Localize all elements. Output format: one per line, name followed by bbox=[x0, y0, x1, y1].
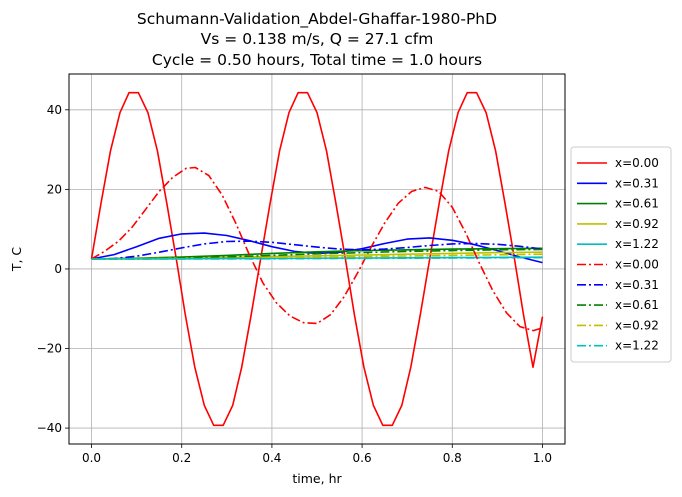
x-tick-label: 0.0 bbox=[82, 451, 101, 465]
axis-ticks: 0.0 0.2 0.4 0.6 0.8 1.0 −40 −20 0 20 40 bbox=[37, 103, 552, 465]
y-tick-label: −20 bbox=[37, 342, 62, 356]
legend-label: x=0.31 bbox=[615, 176, 659, 190]
legend-box bbox=[570, 146, 672, 363]
legend-label: x=0.61 bbox=[615, 298, 659, 312]
legend-label: x=0.92 bbox=[615, 318, 659, 332]
x-tick-label: 0.6 bbox=[353, 451, 372, 465]
series-line-9 bbox=[91, 256, 543, 260]
y-tick-label: 20 bbox=[47, 182, 62, 196]
legend-label: x=0.00 bbox=[615, 156, 659, 170]
x-tick-label: 1.0 bbox=[533, 451, 552, 465]
plot-frame bbox=[68, 73, 566, 445]
y-tick-label: 0 bbox=[54, 262, 62, 276]
legend-label: x=1.22 bbox=[615, 237, 659, 251]
chart-title-line-1: Schumann-Validation_Abdel-Ghaffar-1980-P… bbox=[137, 10, 497, 29]
series-line-6 bbox=[91, 240, 543, 260]
y-tick-label: −40 bbox=[37, 421, 62, 435]
legend: x=0.00 x=0.31 x=0.61 x=0.92 x=1.22 x=0.00 x=0.… bbox=[570, 146, 672, 363]
y-tick-label: 40 bbox=[47, 103, 62, 117]
grid bbox=[69, 74, 565, 444]
x-tick-label: 0.8 bbox=[443, 451, 462, 465]
legend-label: x=1.22 bbox=[615, 339, 659, 353]
x-tick-label: 0.2 bbox=[172, 451, 191, 465]
series-line-2 bbox=[91, 247, 543, 260]
legend-label: x=0.61 bbox=[615, 197, 659, 211]
legend-label: x=0.92 bbox=[615, 217, 659, 231]
x-tick-label: 0.4 bbox=[262, 451, 281, 465]
legend-label: x=0.00 bbox=[615, 258, 659, 272]
chart-title-line-3: Cycle = 0.50 hours, Total time = 1.0 hou… bbox=[152, 51, 482, 69]
x-axis-label: time, hr bbox=[292, 471, 342, 486]
series-line-0 bbox=[90, 91, 544, 427]
chart-title-line-2: Vs = 0.138 m/s, Q = 27.1 cfm bbox=[201, 30, 434, 48]
plot-series bbox=[90, 91, 544, 427]
legend-label: x=0.31 bbox=[615, 278, 659, 292]
y-axis-label: T, C bbox=[9, 247, 24, 273]
